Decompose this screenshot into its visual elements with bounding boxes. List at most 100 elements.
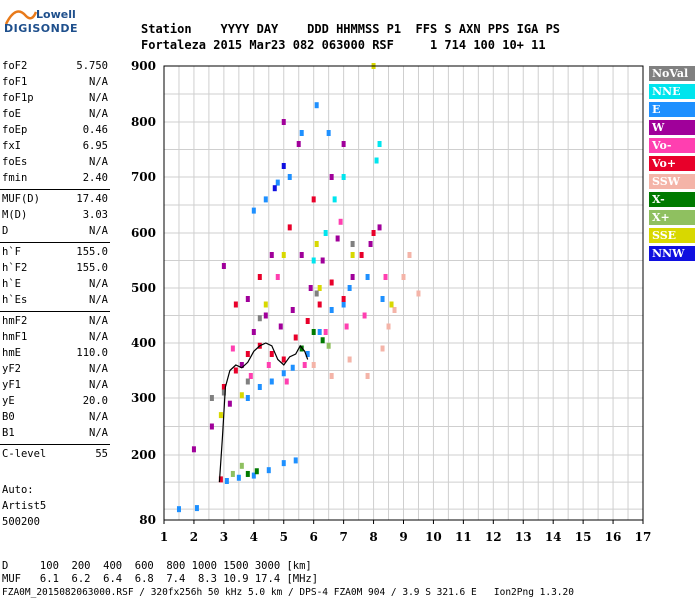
echo-e: [281, 370, 286, 377]
param-name: foF1p: [2, 92, 34, 104]
echo-nne: [323, 230, 328, 236]
param-fof2: foF2 5.750: [2, 60, 108, 75]
echo-e: [224, 478, 229, 484]
echo-e: [329, 307, 334, 313]
param-value: N/A: [89, 108, 108, 120]
echo-nne: [341, 174, 346, 180]
legend-noval: NoVal: [649, 66, 695, 81]
echo-x: [230, 470, 235, 477]
echo-e: [365, 274, 370, 280]
x-tick-label: 10: [425, 530, 442, 544]
param-value: 17.40: [76, 193, 108, 205]
echo-e: [293, 457, 298, 464]
param-b0: B0 N/A: [2, 411, 108, 426]
param-name: D: [2, 225, 9, 237]
legend-x-: X+: [649, 210, 695, 225]
param-value: 3.03: [82, 209, 108, 221]
x-tick-label: 1: [160, 530, 168, 544]
echo-e: [290, 364, 295, 371]
param-separator: [0, 242, 110, 243]
param-value: N/A: [89, 411, 108, 423]
param-foep: foEp 0.46: [2, 124, 108, 139]
echo-e: [317, 329, 322, 335]
x-tick-label: 8: [369, 530, 377, 544]
y-tick-label: 500: [131, 281, 156, 295]
echo-noval: [350, 241, 355, 247]
x-tick-label: 9: [399, 530, 407, 544]
param-d: D N/A: [2, 225, 108, 240]
echo-w: [350, 274, 355, 280]
echo-w: [221, 263, 226, 269]
echo-e: [269, 378, 274, 385]
param-fmin: fmin 2.40: [2, 172, 108, 187]
echo-e: [314, 102, 319, 109]
plot-axes: 1 2 3 4 5 6 7 8 9 10 11 12 13 14 15 16 17802003004005006…: [131, 59, 651, 544]
auto-code: 500200: [2, 516, 40, 528]
param-name: h`E: [2, 278, 21, 290]
echo-vo: [329, 279, 334, 286]
param-fof1: foF1 N/A: [2, 76, 108, 91]
echo-vo: [245, 351, 250, 357]
param-separator: [0, 311, 110, 312]
param-he: h`E N/A: [2, 278, 108, 293]
param-hf: h`F 155.0: [2, 246, 108, 261]
echo-w: [278, 323, 283, 330]
echo-vo: [284, 378, 289, 385]
param-name: MUF(D): [2, 193, 40, 205]
param-value: 0.46: [82, 124, 108, 136]
echo-vo: [362, 312, 367, 319]
echo-noval: [209, 395, 214, 401]
x-tick-label: 16: [605, 530, 622, 544]
echo-vo: [221, 384, 226, 390]
logo-line2: DIGISONDE: [4, 22, 78, 35]
echo-vo: [233, 301, 238, 308]
param-hf2: h`F2 155.0: [2, 262, 108, 277]
param-name: h`F2: [2, 262, 28, 274]
echo-x: [239, 462, 244, 469]
param-md: M(D) 3.03: [2, 209, 108, 224]
x-tick-label: 4: [250, 530, 258, 544]
param-name: B1: [2, 427, 15, 439]
param-name: foE: [2, 108, 21, 120]
x-tick-label: 17: [635, 530, 652, 544]
param-value: 6.95: [82, 140, 108, 152]
echo-w: [377, 224, 382, 231]
param-value: N/A: [89, 427, 108, 439]
echo-e: [341, 301, 346, 308]
param-name: hmF2: [2, 315, 28, 327]
x-tick-label: 5: [280, 530, 288, 544]
x-tick-label: 14: [545, 530, 562, 544]
param-name: B0: [2, 411, 15, 423]
header-labels: Station YYYY DAY DDD HHMMSS P1 FFS S AXN…: [141, 22, 561, 36]
echo-w: [269, 252, 274, 258]
x-tick-label: 11: [455, 530, 472, 544]
echo-vo: [233, 367, 238, 374]
echo-ssw: [311, 362, 316, 368]
param-separator: [0, 444, 110, 445]
x-tick-label: 12: [485, 530, 502, 544]
param-value: N/A: [89, 294, 108, 306]
legend-vo-: Vo+: [649, 156, 695, 171]
echo-sse: [239, 392, 244, 399]
echo-sse: [314, 241, 319, 247]
echo-e: [251, 207, 256, 214]
param-name: foF2: [2, 60, 28, 72]
legend-x-: X-: [649, 192, 695, 207]
param-value: N/A: [89, 379, 108, 391]
echo-w: [329, 174, 334, 180]
legend-sse: SSE: [649, 228, 695, 243]
param-value: 2.40: [82, 172, 108, 184]
plot-grid: [163, 65, 644, 520]
echo-noval: [257, 315, 262, 322]
echo-ssw: [365, 373, 370, 379]
echo-ssw: [329, 373, 334, 379]
echo-nne: [311, 257, 316, 264]
param-name: foEp: [2, 124, 28, 136]
echo-vo: [287, 224, 292, 231]
param-value: N/A: [89, 76, 108, 88]
param-name: h`F: [2, 246, 21, 258]
footer-info: FZA0M_2015082063000.RSF / 320fx256h 50 k…: [2, 587, 574, 598]
echo-ssw: [407, 252, 412, 258]
echo-e: [326, 130, 331, 136]
echo-vo: [344, 323, 349, 330]
